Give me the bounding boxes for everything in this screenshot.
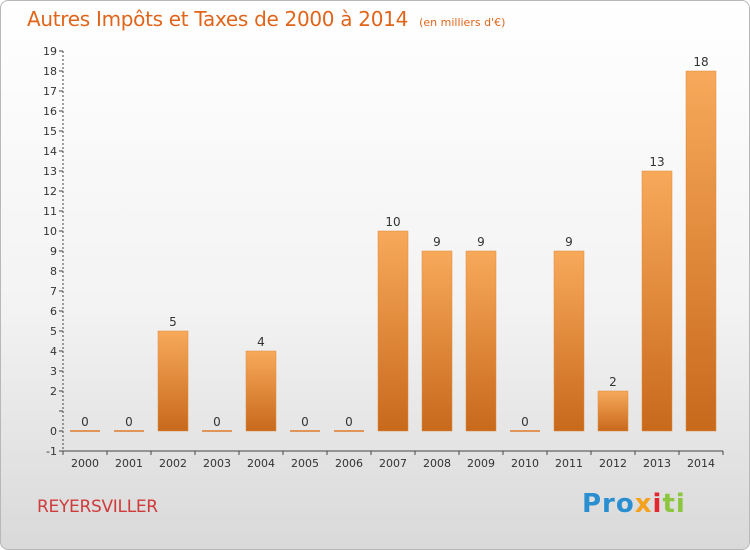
y-tick-label: 8 bbox=[50, 265, 57, 278]
value-label: 0 bbox=[213, 415, 221, 429]
value-label: 0 bbox=[125, 415, 133, 429]
logo-part-2: x bbox=[634, 489, 653, 519]
y-tick-label: 3 bbox=[50, 365, 57, 378]
y-tick-label: 2 bbox=[50, 385, 57, 398]
x-tick-label: 2010 bbox=[511, 457, 539, 470]
y-tick-label: 19 bbox=[43, 45, 57, 58]
value-label: 5 bbox=[169, 315, 177, 329]
x-tick-label: 2009 bbox=[467, 457, 495, 470]
bar-2004 bbox=[245, 350, 277, 432]
bar-2014 bbox=[685, 70, 717, 432]
y-tick-label: 6 bbox=[50, 305, 57, 318]
bar-2013 bbox=[641, 170, 673, 432]
value-label: 9 bbox=[433, 235, 441, 249]
logo-part-1: Pro bbox=[582, 489, 635, 519]
x-tick-label: 2013 bbox=[643, 457, 671, 470]
bar-2002 bbox=[157, 330, 189, 432]
value-label: 0 bbox=[345, 415, 353, 429]
y-tick-label: 14 bbox=[43, 145, 57, 158]
bar-2008 bbox=[421, 250, 453, 432]
y-tick-label: 4 bbox=[50, 345, 57, 358]
chart-title-text: Autres Impôts et Taxes de 2000 à 2014 bbox=[27, 7, 408, 31]
y-tick-label: 13 bbox=[43, 165, 57, 178]
value-label: 4 bbox=[257, 335, 265, 349]
x-tick-label: 2000 bbox=[71, 457, 99, 470]
y-tick-label: 5 bbox=[50, 325, 57, 338]
x-tick-label: 2005 bbox=[291, 457, 319, 470]
y-tick-label: 12 bbox=[43, 185, 57, 198]
y-tick-label: 7 bbox=[50, 285, 57, 298]
value-label: 18 bbox=[693, 55, 708, 69]
logo-part-3: i bbox=[652, 489, 663, 519]
commune-name: REYERSVILLER bbox=[37, 497, 158, 517]
value-label: 2 bbox=[609, 375, 617, 389]
y-tick-label: 17 bbox=[43, 85, 57, 98]
x-tick-label: 2004 bbox=[247, 457, 275, 470]
x-tick-label: 2011 bbox=[555, 457, 583, 470]
value-label: 0 bbox=[521, 415, 529, 429]
x-tick-label: 2012 bbox=[599, 457, 627, 470]
x-tick-label: 2003 bbox=[203, 457, 231, 470]
value-label: 0 bbox=[81, 415, 89, 429]
y-tick-label: 9 bbox=[50, 245, 57, 258]
proxiti-logo[interactable]: Proxiti bbox=[582, 489, 686, 519]
bar-2012 bbox=[597, 390, 629, 432]
y-tick-label: 0 bbox=[50, 425, 57, 438]
x-tick-label: 2007 bbox=[379, 457, 407, 470]
x-tick-label: 2001 bbox=[115, 457, 143, 470]
logo-part-4: ti bbox=[662, 489, 686, 519]
x-tick-label: 2002 bbox=[159, 457, 187, 470]
x-tick-label: 2006 bbox=[335, 457, 363, 470]
y-tick-label: 10 bbox=[43, 225, 57, 238]
value-label: 10 bbox=[385, 215, 400, 229]
y-tick-label: 15 bbox=[43, 125, 57, 138]
value-label: 13 bbox=[649, 155, 664, 169]
y-tick-label: 18 bbox=[43, 65, 57, 78]
value-label: 0 bbox=[301, 415, 309, 429]
bar-2009 bbox=[465, 250, 497, 432]
x-tick-label: 2008 bbox=[423, 457, 451, 470]
value-label: 9 bbox=[477, 235, 485, 249]
chart-unit-note: (en milliers d'€) bbox=[419, 16, 506, 29]
y-tick-label: -1 bbox=[46, 445, 57, 458]
chart-title: Autres Impôts et Taxes de 2000 à 2014 (e… bbox=[27, 7, 505, 31]
value-label: 9 bbox=[565, 235, 573, 249]
y-tick-label: 16 bbox=[43, 105, 57, 118]
bar-2007 bbox=[377, 230, 409, 432]
y-tick-label: 11 bbox=[43, 205, 57, 218]
bar-2011 bbox=[553, 250, 585, 432]
x-tick-label: 2014 bbox=[687, 457, 715, 470]
